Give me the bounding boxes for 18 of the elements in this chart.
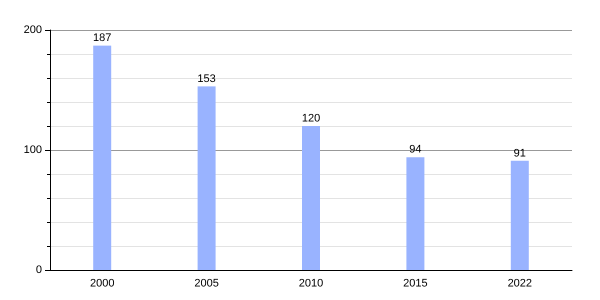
- y-tick-label: 0: [36, 264, 42, 276]
- data-label: 120: [302, 112, 320, 124]
- bar: [302, 126, 320, 270]
- bar: [93, 46, 112, 270]
- x-tick-label: 2010: [298, 278, 324, 290]
- y-tick-label: 100: [24, 144, 42, 156]
- data-label: 94: [409, 144, 422, 156]
- x-tick-label: 2015: [403, 278, 428, 290]
- bar: [406, 157, 424, 270]
- data-label: 153: [197, 72, 216, 85]
- y-tick-label: 200: [24, 24, 42, 36]
- bar: [510, 160, 529, 270]
- x-tick-label: 2000: [90, 278, 114, 290]
- bar: [198, 86, 216, 270]
- data-label: 91: [514, 147, 526, 160]
- x-tick-label: 2005: [194, 278, 219, 290]
- data-label: 187: [93, 32, 112, 44]
- x-tick-label: 2022: [508, 278, 532, 290]
